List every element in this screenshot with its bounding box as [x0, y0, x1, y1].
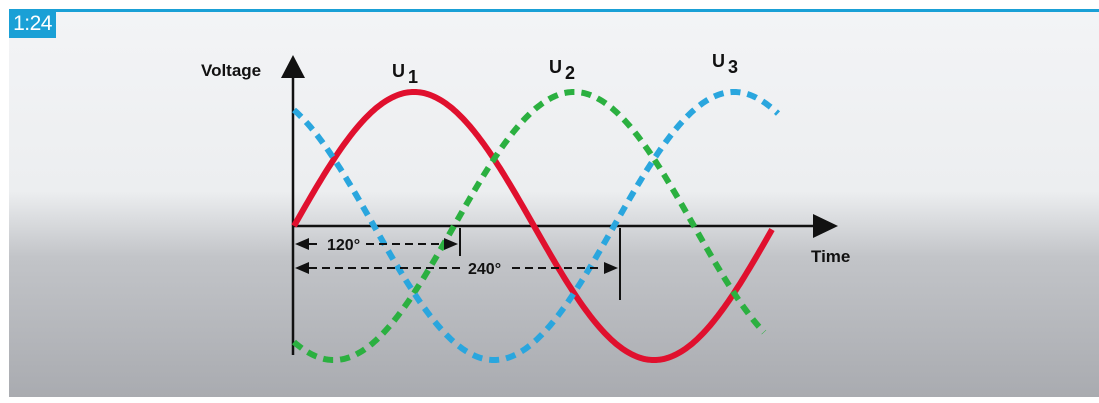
- figure-number-badge: 1:24: [9, 9, 56, 38]
- time-axis-label: Time: [811, 247, 850, 266]
- u3-curve: [292, 89, 781, 363]
- voltage-axis-label: Voltage: [201, 61, 261, 80]
- u2-curve: [291, 89, 767, 363]
- dim-120-arrowhead-end: [444, 238, 458, 250]
- phase-shift-120-label: 120°: [327, 237, 360, 254]
- voltage-axis-arrow: [281, 55, 305, 78]
- figure-background: [9, 9, 1099, 397]
- dim-240-arrowhead-end: [604, 262, 618, 274]
- u1-curve: [291, 89, 775, 363]
- dim-240-arrowhead: [295, 262, 309, 274]
- figure-top-rule: [9, 9, 1099, 12]
- phase-shift-240-label: 240°: [468, 261, 501, 278]
- time-axis-arrow: [813, 214, 838, 238]
- dim-120-arrowhead: [295, 238, 309, 250]
